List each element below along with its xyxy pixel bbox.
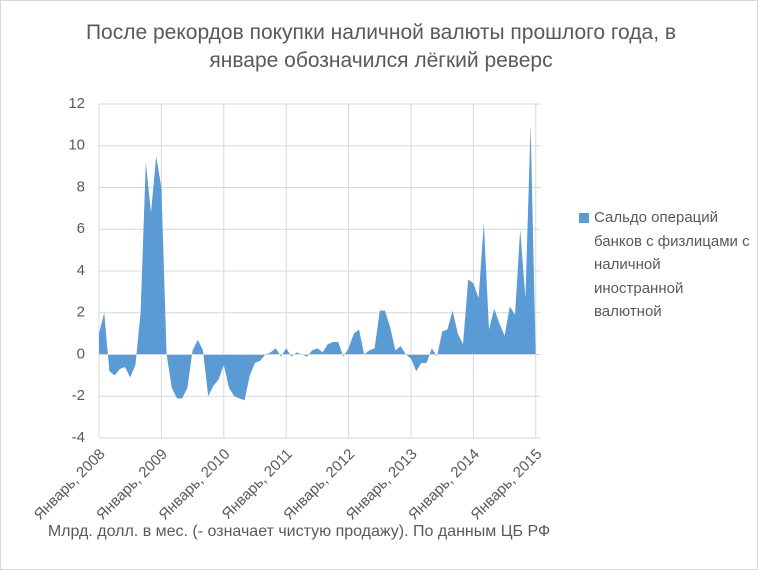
chart-title: После рекордов покупки наличной валюты п… [85,21,677,72]
area [99,124,536,401]
y-tick-label: -4 [72,429,85,446]
legend-label: Сальдо операций банков с физлицами с нал… [594,209,750,320]
y-tick-label: 8 [77,178,85,195]
y-tick-label: 10 [68,137,85,154]
legend-swatch [579,213,589,223]
legend: Сальдо операций банков с физлицами с нал… [579,206,754,324]
y-tick-label: 2 [77,304,85,321]
y-tick-label: 6 [77,220,85,237]
y-tick-label: 0 [77,345,85,362]
y-tick-label: 12 [68,95,85,112]
note: Млрд. долл. в мес. (- означает чистую пр… [47,523,551,540]
y-tick-label: -2 [72,387,85,404]
y-tick-label: 4 [77,262,85,279]
